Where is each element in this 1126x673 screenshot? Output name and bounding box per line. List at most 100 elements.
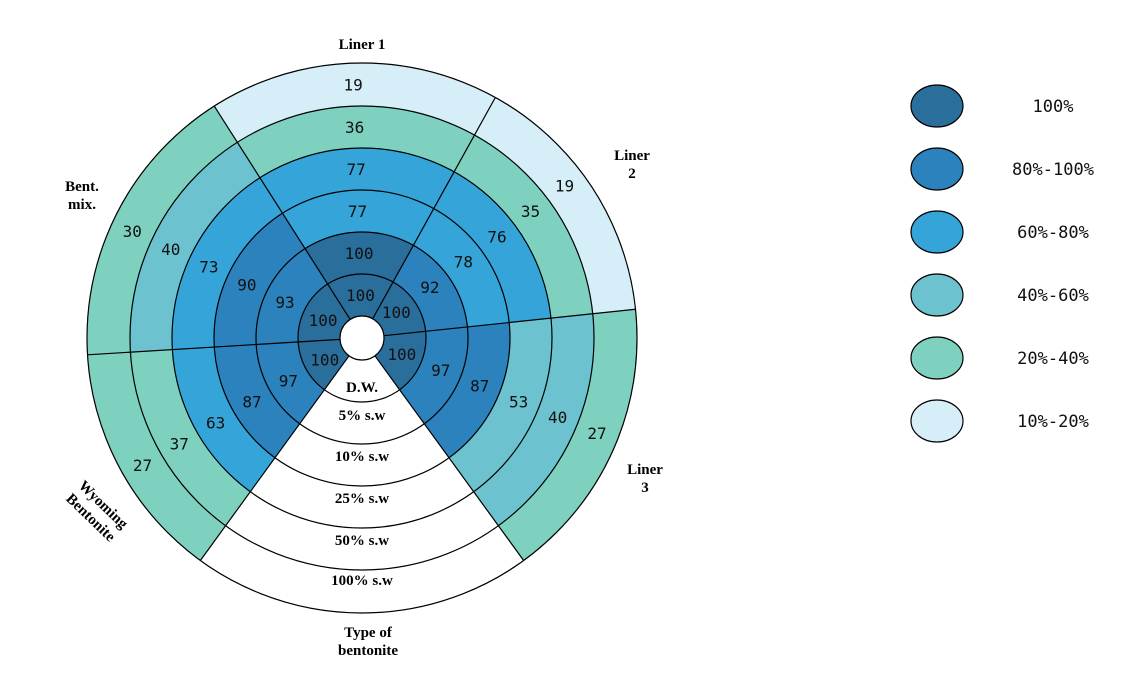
sector-cell — [282, 189, 434, 249]
legend-label: 10%-20% — [1017, 412, 1089, 432]
ring-circle — [213, 189, 511, 487]
sector-divider — [199, 355, 350, 561]
sector-cell — [214, 213, 306, 348]
value-label: 93 — [275, 293, 294, 312]
value-label: 35 — [521, 202, 540, 221]
value-label: 87 — [242, 393, 261, 412]
value-label: 73 — [199, 258, 218, 277]
value-label: 27 — [133, 456, 152, 475]
ring-label: 50% s.w — [335, 533, 389, 549]
ring-label: 100% s.w — [331, 573, 393, 589]
value-label: 100 — [346, 286, 375, 305]
value-label: 40 — [161, 240, 180, 259]
legend-label: 80%-100% — [1012, 160, 1094, 180]
ring-circle — [297, 273, 427, 403]
value-label: 97 — [431, 361, 450, 380]
sector-divider — [383, 308, 636, 337]
sector-label-wyoming-bentonite: WyomingBentonite — [62, 478, 131, 546]
ring-label: 10% s.w — [335, 449, 389, 465]
sector-cell — [259, 148, 455, 214]
legend-label: 40%-60% — [1017, 286, 1089, 306]
ring-label: D.W. — [346, 380, 378, 396]
sector-cell — [87, 352, 226, 561]
sector-divider — [87, 338, 341, 356]
sector-cell — [454, 135, 593, 319]
value-label-layer: 100 93 90 73 40 30 100 100 77 77 36 19 100 92 78 76 35 19… — [123, 76, 607, 475]
sector-cell — [413, 208, 510, 327]
sector-divider — [374, 355, 525, 561]
sector-cell — [374, 331, 427, 390]
sector-layer — [87, 63, 637, 561]
sector-cell — [172, 347, 276, 492]
legend-swatch — [910, 336, 964, 380]
sector-cell — [327, 274, 394, 320]
sector-label-liner-3: Liner 3 — [627, 462, 663, 496]
value-label: 19 — [555, 176, 574, 195]
sector-cell — [305, 232, 414, 285]
value-label: 30 — [123, 222, 142, 241]
value-label: 77 — [346, 160, 365, 179]
value-label: 97 — [279, 372, 298, 391]
ring-label: 5% s.w — [339, 408, 386, 424]
legend-swatch — [910, 210, 964, 254]
value-label: 76 — [487, 227, 506, 246]
sector-cell — [172, 177, 283, 350]
value-label: 100 — [382, 303, 411, 322]
value-label: 19 — [344, 76, 363, 95]
axis-label: Type of bentonite — [338, 625, 398, 659]
sector-label-bent-mix: Bent. mix. — [65, 179, 99, 213]
value-label: 100 — [345, 244, 374, 263]
sector-cell — [424, 322, 510, 458]
ring-label: 25% s.w — [335, 491, 389, 507]
value-label: 92 — [420, 278, 439, 297]
sector-label-liner-1: Liner 1 — [339, 37, 386, 53]
value-label: 90 — [237, 275, 256, 294]
value-label: 87 — [470, 377, 489, 396]
value-label: 100 — [387, 345, 416, 364]
value-label: 53 — [509, 392, 528, 411]
value-label: 63 — [206, 414, 225, 433]
sector-cell — [448, 318, 552, 492]
ring-circle — [255, 231, 469, 445]
value-label: 78 — [454, 253, 473, 272]
sector-cell — [399, 326, 468, 424]
sector-cell — [474, 97, 636, 314]
legend-swatch — [910, 399, 964, 443]
legend-label: 100% — [1033, 97, 1074, 117]
value-label: 40 — [548, 408, 567, 427]
sector-cell — [237, 106, 475, 178]
sector-cell — [256, 248, 328, 345]
sector-cell — [393, 245, 468, 332]
value-label: 77 — [348, 202, 367, 221]
ring-circle — [129, 105, 595, 571]
value-label: 36 — [345, 118, 364, 137]
sector-cell — [433, 171, 551, 323]
value-label: 37 — [170, 435, 189, 454]
sector-cell — [498, 309, 637, 561]
sector-divider — [213, 105, 351, 320]
sector-cell — [214, 344, 300, 458]
value-label: 100 — [309, 311, 338, 330]
legend-swatch — [910, 273, 964, 317]
legend: 100% 80%-100% 60%-80% 40%-60% 20%-40% 10%-20% — [910, 84, 1094, 443]
sector-cell — [214, 63, 496, 143]
legend-swatch — [910, 147, 964, 191]
sector-cell — [130, 349, 251, 526]
sector-cell — [256, 341, 325, 424]
sector-cell — [298, 339, 350, 390]
value-label: 100 — [310, 351, 339, 370]
legend-label: 20%-40% — [1017, 349, 1089, 369]
legend-label: 60%-80% — [1017, 223, 1089, 243]
ring-layer — [86, 62, 638, 614]
ring-circle — [171, 147, 553, 529]
spoke-layer — [87, 97, 636, 561]
sector-cell — [298, 284, 351, 342]
sector-cell — [87, 106, 238, 355]
sector-divider — [372, 97, 496, 320]
value-label: 27 — [587, 424, 606, 443]
ring-circle — [86, 62, 638, 614]
sector-label-liner-2: Liner 2 — [614, 148, 650, 182]
legend-swatch — [910, 84, 964, 128]
ring-circle — [339, 315, 385, 361]
